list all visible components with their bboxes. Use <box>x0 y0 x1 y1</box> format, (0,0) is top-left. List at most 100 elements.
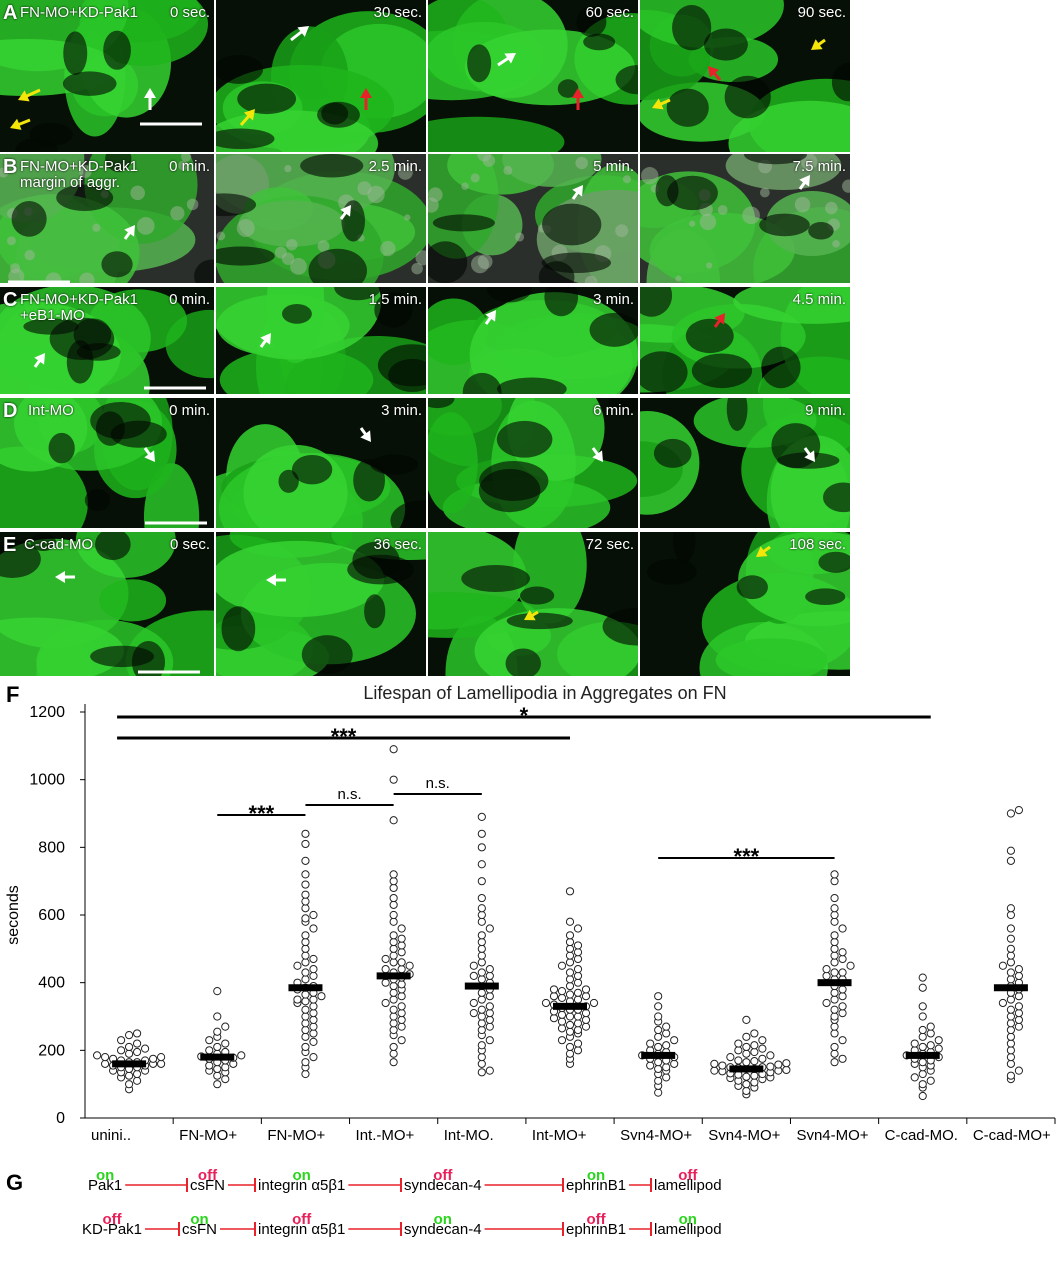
data-point <box>205 1061 214 1070</box>
data-point <box>132 1029 142 1038</box>
data-point <box>221 1022 230 1031</box>
data-point <box>646 1061 655 1070</box>
x-category-label: Syn4-MO+ <box>708 1127 780 1140</box>
data-point <box>1006 944 1016 953</box>
data-point <box>132 1069 142 1079</box>
data-point <box>646 1039 655 1048</box>
data-point <box>301 870 310 879</box>
red-arrow-icon <box>713 313 725 328</box>
data-point <box>389 900 398 909</box>
data-point <box>662 1029 671 1038</box>
micrograph-tile: 60 sec. <box>428 0 638 152</box>
data-point <box>477 1012 486 1021</box>
data-point <box>838 948 847 957</box>
data-point <box>742 1042 751 1052</box>
x-category-label: Syn4-MO+ <box>620 1127 692 1140</box>
x-category-label: uninj., <box>91 1127 131 1140</box>
data-point <box>998 961 1008 970</box>
median-bar <box>200 1053 235 1061</box>
data-point <box>734 1046 743 1055</box>
condition-label: FN-MO+KD-Pak1 <box>20 4 138 21</box>
data-point <box>221 1074 230 1084</box>
data-point <box>293 961 302 970</box>
data-point <box>557 993 567 1002</box>
micrograph-tile: 0 min. D Int-MO <box>0 398 214 528</box>
data-point <box>1006 1039 1016 1048</box>
data-point <box>397 1015 406 1024</box>
data-point <box>1006 968 1016 977</box>
data-point <box>477 904 486 913</box>
data-point <box>654 1064 663 1074</box>
panel-letter: C <box>3 289 18 311</box>
data-point <box>389 995 398 1004</box>
data-point <box>213 1071 222 1080</box>
x-category-label: Syn4-MO+ <box>796 1127 868 1140</box>
data-point <box>830 931 839 940</box>
data-point <box>132 1039 142 1048</box>
data-point <box>822 971 831 980</box>
data-point <box>750 1071 759 1080</box>
data-point <box>213 987 222 996</box>
data-point <box>301 897 310 906</box>
white-arrow-icon <box>290 26 309 42</box>
data-point <box>301 931 310 940</box>
data-point <box>654 1032 663 1041</box>
data-point <box>1014 1002 1024 1011</box>
median-bar <box>817 979 852 987</box>
pathway-state: off <box>292 1211 312 1228</box>
data-point <box>309 1029 318 1038</box>
data-point <box>389 775 398 784</box>
data-point <box>389 1049 398 1058</box>
timepoint-label: 0 sec. <box>169 4 210 21</box>
data-point <box>910 1039 919 1048</box>
data-point <box>485 1015 494 1024</box>
data-point <box>477 812 486 821</box>
data-point <box>389 917 398 926</box>
data-point <box>758 1044 767 1053</box>
data-point <box>124 1031 134 1040</box>
data-point <box>389 877 398 886</box>
x-category-label: FN-MO+ <box>179 1127 237 1140</box>
data-point <box>1006 809 1016 818</box>
data-point <box>830 958 839 967</box>
data-point <box>132 1047 142 1057</box>
data-point <box>1006 904 1016 913</box>
data-point <box>565 958 575 967</box>
data-point <box>573 1046 583 1055</box>
data-point <box>132 1076 142 1085</box>
data-point <box>301 937 310 947</box>
data-point <box>565 968 575 977</box>
timepoint-label: 30 sec. <box>373 4 422 21</box>
data-point <box>918 1091 927 1101</box>
data-point <box>389 893 398 903</box>
data-point <box>309 1053 318 1062</box>
micrograph-tile: 108 sec. <box>640 532 850 676</box>
data-point <box>485 1066 494 1075</box>
data-point <box>477 910 486 920</box>
x-category-label: Int-MO+ <box>532 1127 587 1140</box>
data-point <box>742 1015 751 1024</box>
data-point <box>389 1058 398 1067</box>
white-arrow-icon <box>144 88 156 110</box>
x-category-label: Int-MO, <box>444 1127 494 1140</box>
white-arrow-icon <box>33 353 45 368</box>
data-point <box>573 1019 583 1028</box>
data-point <box>573 965 583 974</box>
data-point <box>918 1080 927 1089</box>
data-point <box>573 948 583 957</box>
data-point <box>565 1049 575 1058</box>
pathway-state: off <box>198 1167 218 1184</box>
pathway-node: integrin α5β1 <box>258 1221 345 1238</box>
micrograph-tile: 72 sec. <box>428 532 638 676</box>
data-point <box>301 990 310 999</box>
pathway-node: ephrinB1 <box>566 1177 626 1194</box>
data-point <box>918 973 927 982</box>
data-point <box>1006 1032 1016 1041</box>
data-point <box>389 1025 398 1035</box>
data-point <box>1014 965 1024 974</box>
data-point <box>830 904 839 913</box>
data-point <box>477 1005 486 1014</box>
timepoint-label: 1.5 min. <box>368 291 422 308</box>
median-bar <box>288 984 323 992</box>
data-point <box>565 975 575 984</box>
